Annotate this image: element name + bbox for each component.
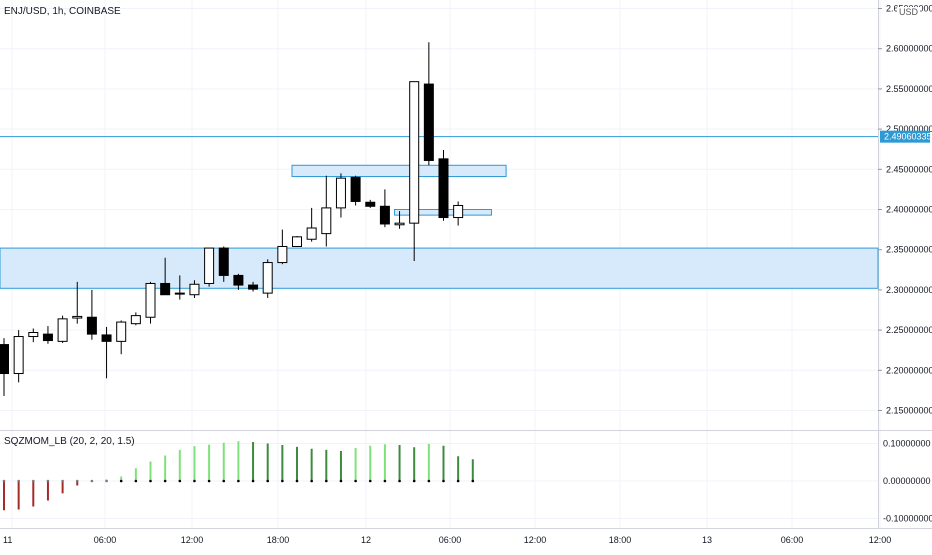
candle-up[interactable] <box>321 207 332 235</box>
candle-up[interactable] <box>145 282 156 318</box>
squeeze-dot <box>325 479 328 483</box>
candle-up[interactable] <box>292 236 302 247</box>
candle-up[interactable] <box>72 315 83 319</box>
candle-up[interactable] <box>335 177 346 209</box>
candle-down[interactable] <box>379 205 390 225</box>
time-axis-label: 06:00 <box>94 535 117 545</box>
squeeze-dot <box>17 479 20 483</box>
squeeze-dot <box>398 479 401 483</box>
level-price-label: 2.49060335 <box>884 132 932 142</box>
time-axis-label: 06:00 <box>781 535 804 545</box>
time-axis-label: 12:00 <box>524 535 547 545</box>
price-axis-label: 2.60000000 <box>886 44 932 54</box>
squeeze-dot <box>2 479 6 483</box>
squeeze-dot <box>207 479 211 483</box>
oscillator-axis-label: 0.00000000 <box>883 476 931 486</box>
price-axis-label: 2.25000000 <box>886 325 932 335</box>
time-axis-label: 13 <box>702 535 712 545</box>
squeeze-dot <box>251 479 255 483</box>
candle-down[interactable] <box>438 158 449 219</box>
candle-up[interactable] <box>13 336 24 375</box>
symbol-title: ENJ/USD, 1h, COINBASE <box>4 6 121 17</box>
price-axis-label: 2.50000000 <box>886 124 932 134</box>
candle-up[interactable] <box>394 222 405 226</box>
time-axis-label: 12:00 <box>181 535 204 545</box>
candle-down[interactable] <box>350 176 361 202</box>
level-price-badge <box>880 130 930 143</box>
time-axis-label: 06:00 <box>439 535 462 545</box>
squeeze-dot <box>75 479 79 483</box>
squeeze-dot <box>193 479 196 483</box>
candle-up[interactable] <box>277 245 288 264</box>
candle-up[interactable] <box>409 81 420 224</box>
squeeze-dot <box>471 479 475 483</box>
squeeze-dot <box>427 479 431 483</box>
candle-down[interactable] <box>0 344 9 375</box>
candle-down[interactable] <box>218 247 229 276</box>
candle-up[interactable] <box>57 318 68 342</box>
squeeze-dot <box>442 479 445 483</box>
price-axis-label: 2.15000000 <box>886 406 932 416</box>
candle-up[interactable] <box>204 247 215 284</box>
squeeze-dot <box>32 479 35 483</box>
candle-down[interactable] <box>423 83 434 161</box>
squeeze-dot <box>163 479 167 483</box>
squeeze-dot <box>456 479 460 483</box>
currency-badge: USD <box>897 7 921 17</box>
candle-up[interactable] <box>130 315 141 325</box>
time-axis-label: 12 <box>361 535 371 545</box>
squeeze-dot <box>178 479 182 483</box>
candle-down[interactable] <box>248 284 259 290</box>
squeeze-dot <box>383 479 387 483</box>
price-axis-label: 2.40000000 <box>886 205 932 215</box>
squeeze-dot <box>134 479 138 483</box>
squeeze-dot <box>310 479 313 483</box>
candle-up[interactable] <box>28 332 39 338</box>
candle-down[interactable] <box>160 282 171 296</box>
price-axis-label: 2.55000000 <box>886 84 932 94</box>
candle-up[interactable] <box>174 292 185 295</box>
time-axis-label: 11 <box>3 535 12 545</box>
squeeze-dot <box>119 479 123 483</box>
squeeze-dot <box>295 479 299 483</box>
squeeze-dot <box>281 479 284 483</box>
candle-up[interactable] <box>262 262 273 294</box>
support-resistance-zone <box>291 164 507 178</box>
oscillator-axis-label: -0.10000000 <box>883 514 932 524</box>
oscillator-axis-label: 0.10000000 <box>883 439 931 449</box>
price-axis-label: 2.45000000 <box>886 164 932 174</box>
support-resistance-zone <box>0 247 879 289</box>
oscillator-title: SQZMOM_LB (20, 2, 20, 1.5) <box>4 436 135 447</box>
squeeze-dot <box>368 479 372 483</box>
candle-down[interactable] <box>42 333 53 342</box>
squeeze-dot <box>222 479 226 483</box>
candle-down[interactable] <box>233 274 244 286</box>
price-axis-label: 2.20000000 <box>886 365 932 375</box>
squeeze-dot <box>61 479 64 483</box>
squeeze-dot <box>266 479 270 483</box>
time-axis-label: 18:00 <box>267 535 290 545</box>
price-axis-label: 2.30000000 <box>886 285 932 295</box>
squeeze-dot <box>90 479 94 483</box>
candle-up[interactable] <box>116 321 127 342</box>
time-axis-label: 12:00 <box>869 535 892 545</box>
price-axis-label: 2.35000000 <box>886 245 932 255</box>
squeeze-dot <box>149 479 152 483</box>
candle-up[interactable] <box>189 283 200 296</box>
time-axis-label: 18:00 <box>609 535 632 545</box>
candle-down[interactable] <box>101 334 112 342</box>
candle-up[interactable] <box>453 204 464 219</box>
squeeze-dot <box>354 479 357 483</box>
squeeze-dot <box>339 479 343 483</box>
squeeze-dot <box>237 479 240 483</box>
squeeze-dot <box>105 479 108 483</box>
candle-down[interactable] <box>365 201 376 207</box>
squeeze-dot <box>412 479 416 483</box>
candle-down[interactable] <box>86 316 97 335</box>
candle-up[interactable] <box>306 227 317 240</box>
squeeze-dot <box>46 479 50 483</box>
